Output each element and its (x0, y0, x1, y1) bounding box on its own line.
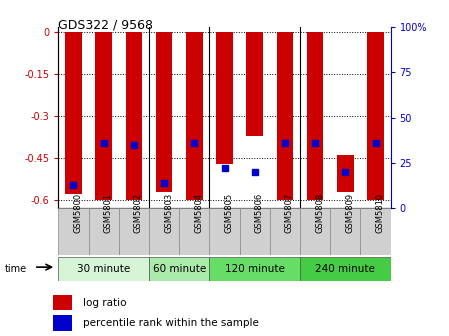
Bar (209, 257, 300, 281)
Text: percentile rank within the sample: percentile rank within the sample (83, 318, 259, 328)
Text: GDS322 / 9568: GDS322 / 9568 (58, 18, 154, 32)
Bar (300, 208, 330, 255)
Bar (330, 208, 361, 255)
Text: GSM5810: GSM5810 (375, 193, 384, 233)
Bar (216, 33, 233, 164)
Text: time: time (4, 264, 26, 274)
Bar (156, 33, 172, 192)
Bar (186, 33, 202, 200)
Text: GSM5809: GSM5809 (345, 193, 354, 233)
Bar (53, 315, 72, 331)
Bar (247, 33, 263, 136)
Bar (65, 33, 82, 194)
Text: GSM5802: GSM5802 (134, 193, 143, 233)
Text: GSM5806: GSM5806 (255, 193, 264, 233)
Text: 240 minute: 240 minute (315, 264, 375, 274)
Bar (307, 33, 323, 200)
Text: 60 minute: 60 minute (153, 264, 206, 274)
Bar (240, 208, 270, 255)
Text: GSM5807: GSM5807 (285, 193, 294, 233)
Bar (277, 33, 293, 200)
Bar (149, 208, 179, 255)
Text: log ratio: log ratio (83, 298, 127, 308)
Text: GSM5804: GSM5804 (194, 193, 203, 233)
Bar (119, 208, 149, 255)
Text: GSM5800: GSM5800 (74, 193, 83, 233)
Bar (361, 208, 391, 255)
Bar (53, 295, 72, 310)
Text: 30 minute: 30 minute (77, 264, 130, 274)
Bar (149, 257, 209, 281)
Text: GSM5805: GSM5805 (224, 193, 233, 233)
Bar (58, 208, 88, 255)
Bar (367, 33, 384, 200)
Text: 120 minute: 120 minute (225, 264, 285, 274)
Bar (58, 257, 149, 281)
Bar (209, 208, 240, 255)
Bar (95, 33, 112, 200)
Text: GSM5808: GSM5808 (315, 193, 324, 233)
Bar (88, 208, 119, 255)
Bar (337, 155, 354, 192)
Bar (300, 257, 391, 281)
Bar (126, 33, 142, 200)
Text: GSM5801: GSM5801 (104, 193, 113, 233)
Bar (179, 208, 209, 255)
Bar (270, 208, 300, 255)
Text: GSM5803: GSM5803 (164, 193, 173, 233)
